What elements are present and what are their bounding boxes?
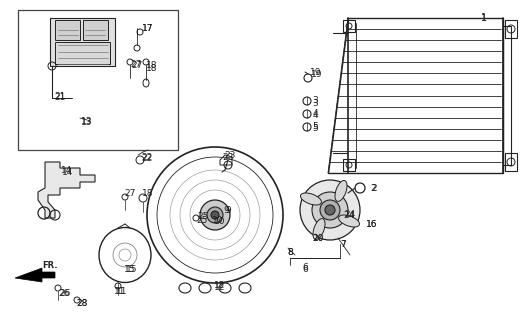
Text: 6: 6 bbox=[302, 263, 308, 273]
Polygon shape bbox=[328, 18, 503, 173]
Text: 16: 16 bbox=[366, 220, 378, 228]
Text: 11: 11 bbox=[114, 287, 126, 297]
Bar bbox=[503, 26, 511, 165]
Bar bbox=[505, 20, 517, 38]
Text: 27: 27 bbox=[131, 60, 143, 69]
Circle shape bbox=[207, 207, 223, 223]
Text: 17: 17 bbox=[142, 23, 154, 33]
Text: 3: 3 bbox=[312, 95, 318, 105]
Text: 1: 1 bbox=[481, 13, 487, 23]
Text: 2: 2 bbox=[370, 183, 376, 193]
Text: 26: 26 bbox=[60, 290, 71, 299]
Text: 8: 8 bbox=[287, 247, 293, 257]
Text: 21: 21 bbox=[54, 92, 66, 101]
Text: 28: 28 bbox=[76, 300, 87, 308]
Circle shape bbox=[300, 180, 360, 240]
Text: 27: 27 bbox=[124, 188, 135, 197]
Text: 14: 14 bbox=[61, 165, 73, 174]
Bar bbox=[505, 153, 517, 171]
Text: 19: 19 bbox=[310, 68, 322, 76]
Bar bbox=[55, 20, 80, 40]
Circle shape bbox=[200, 200, 230, 230]
Text: 5: 5 bbox=[312, 122, 318, 131]
Text: 2: 2 bbox=[371, 183, 377, 193]
Bar bbox=[343, 159, 355, 171]
Text: 28: 28 bbox=[76, 300, 87, 308]
Text: 15: 15 bbox=[124, 266, 136, 275]
Ellipse shape bbox=[335, 180, 347, 201]
Text: 1: 1 bbox=[481, 13, 487, 22]
Text: 18: 18 bbox=[147, 60, 158, 69]
Text: 7: 7 bbox=[340, 239, 346, 249]
Text: 20: 20 bbox=[313, 234, 324, 243]
Text: 12: 12 bbox=[214, 281, 226, 290]
Text: 23: 23 bbox=[222, 153, 233, 162]
Text: 18: 18 bbox=[147, 63, 158, 73]
Ellipse shape bbox=[300, 193, 321, 205]
Circle shape bbox=[325, 205, 335, 215]
Text: 22: 22 bbox=[141, 154, 153, 163]
Text: 26: 26 bbox=[58, 290, 70, 299]
Text: 10: 10 bbox=[214, 217, 226, 226]
Text: 23: 23 bbox=[225, 150, 236, 159]
Bar bbox=[343, 20, 355, 32]
Text: 17: 17 bbox=[142, 23, 154, 33]
Bar bbox=[50, 18, 115, 66]
Text: 9: 9 bbox=[225, 205, 231, 214]
Ellipse shape bbox=[338, 215, 359, 227]
Text: 5: 5 bbox=[312, 124, 318, 132]
Circle shape bbox=[312, 192, 348, 228]
Text: 4: 4 bbox=[312, 108, 318, 117]
Text: 22: 22 bbox=[141, 153, 153, 162]
Circle shape bbox=[320, 200, 340, 220]
Text: 4: 4 bbox=[312, 110, 318, 119]
Text: FR.: FR. bbox=[42, 260, 58, 269]
Text: 14: 14 bbox=[62, 167, 74, 177]
Ellipse shape bbox=[99, 228, 151, 283]
Text: 19: 19 bbox=[311, 69, 323, 78]
Text: 11: 11 bbox=[116, 287, 128, 297]
Text: 20: 20 bbox=[313, 234, 324, 243]
Text: 10: 10 bbox=[212, 215, 224, 225]
Text: 13: 13 bbox=[81, 117, 93, 126]
Text: 6: 6 bbox=[302, 266, 308, 275]
Text: 24: 24 bbox=[344, 211, 355, 220]
Bar bbox=[18, 10, 178, 150]
Polygon shape bbox=[15, 268, 55, 282]
Polygon shape bbox=[38, 162, 95, 218]
Text: 18: 18 bbox=[142, 188, 154, 197]
Text: 15: 15 bbox=[126, 266, 138, 275]
Text: 8: 8 bbox=[287, 247, 293, 257]
Text: 7: 7 bbox=[340, 239, 346, 249]
Text: 25: 25 bbox=[197, 215, 208, 225]
Bar bbox=[55, 42, 110, 64]
Text: 13: 13 bbox=[81, 116, 93, 125]
Text: 25: 25 bbox=[197, 212, 209, 220]
Circle shape bbox=[211, 211, 219, 219]
Text: 16: 16 bbox=[366, 220, 378, 228]
Text: 24: 24 bbox=[344, 210, 356, 219]
Text: 21: 21 bbox=[54, 92, 66, 100]
Ellipse shape bbox=[313, 219, 325, 240]
Bar bbox=[83, 20, 108, 40]
Text: 27: 27 bbox=[130, 60, 142, 68]
Text: 12: 12 bbox=[214, 284, 226, 292]
Text: 3: 3 bbox=[312, 99, 318, 108]
Text: 9: 9 bbox=[223, 205, 229, 214]
